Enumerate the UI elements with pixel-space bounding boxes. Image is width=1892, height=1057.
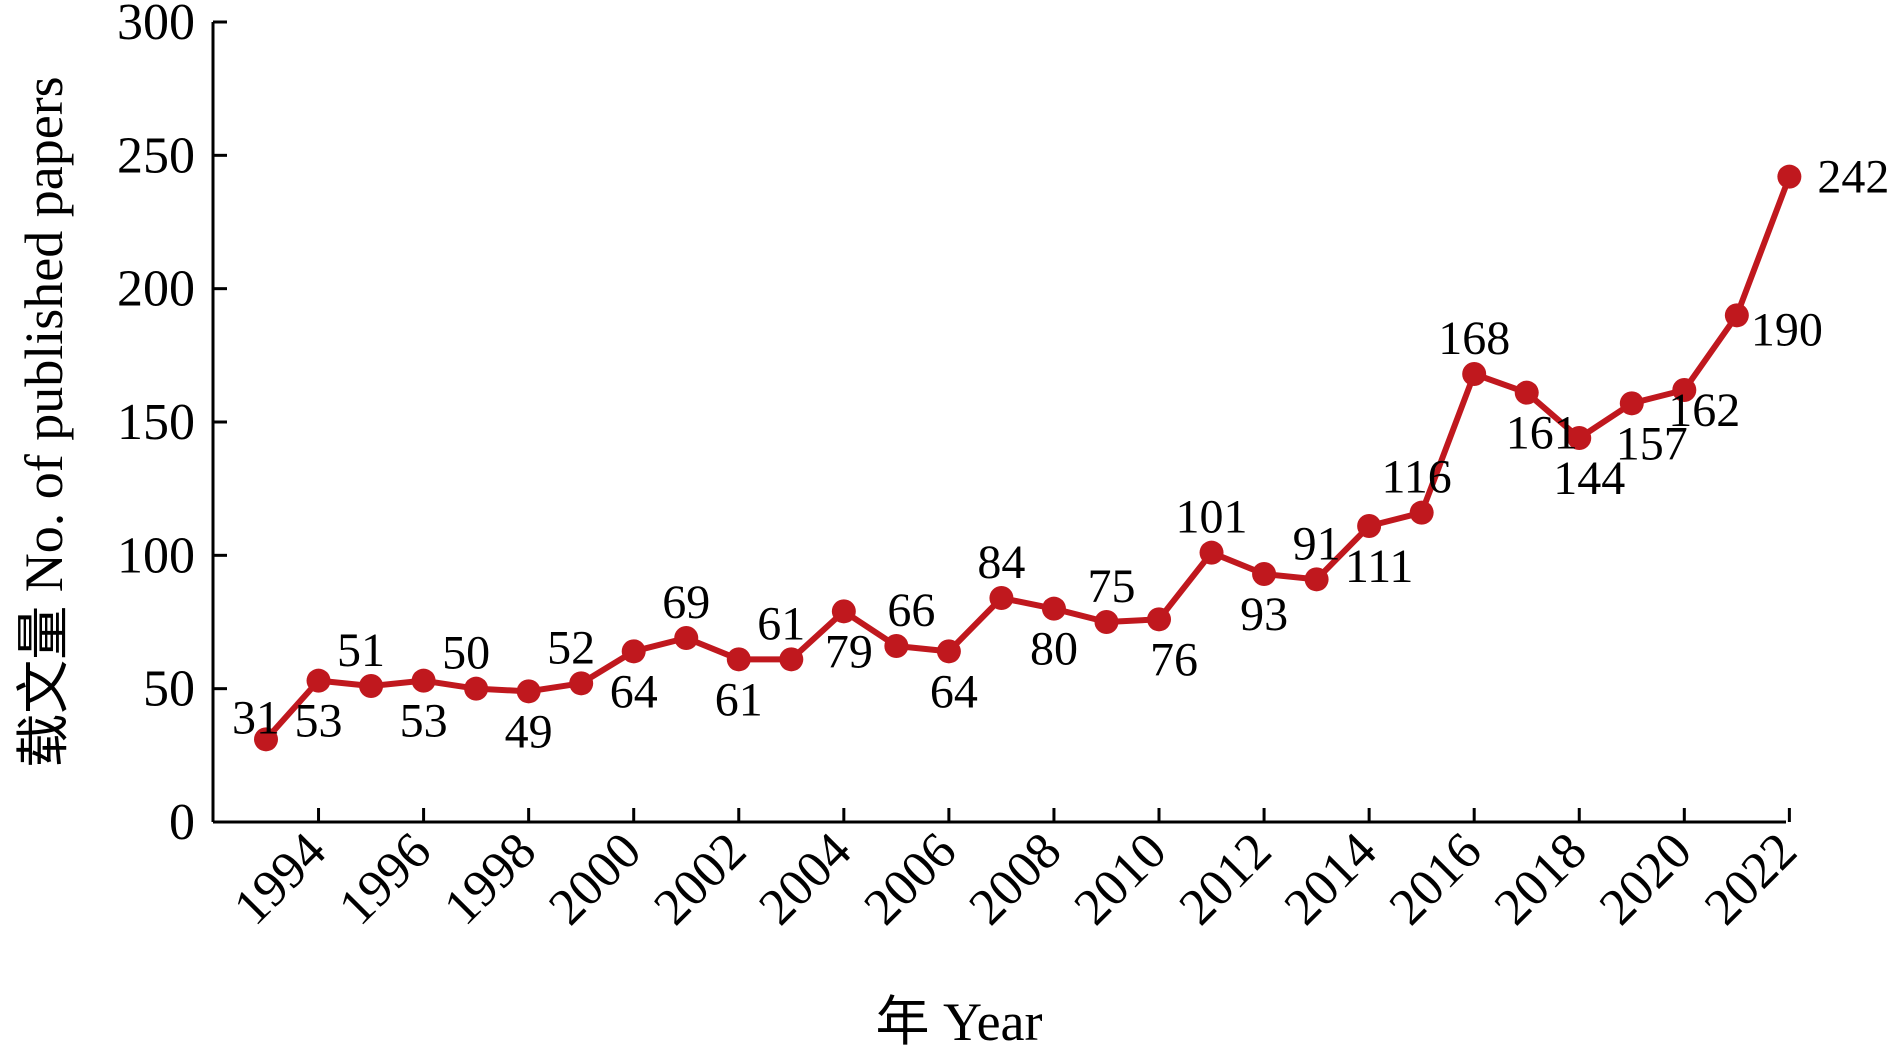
data-point bbox=[726, 647, 751, 672]
y-tick-label: 150 bbox=[117, 394, 195, 451]
data-point bbox=[1147, 607, 1172, 632]
data-point bbox=[1357, 514, 1382, 538]
data-label: 75 bbox=[1087, 560, 1135, 613]
data-label: 168 bbox=[1438, 312, 1510, 365]
data-label: 161 bbox=[1506, 407, 1578, 460]
data-label: 61 bbox=[715, 673, 763, 726]
data-label: 51 bbox=[337, 624, 385, 677]
data-label: 69 bbox=[662, 576, 710, 629]
data-point bbox=[1567, 426, 1592, 450]
y-tick-label: 300 bbox=[117, 0, 195, 51]
data-label: 93 bbox=[1240, 588, 1288, 641]
data-point bbox=[884, 634, 909, 658]
data-point bbox=[254, 727, 278, 752]
data-label: 91 bbox=[1293, 517, 1341, 570]
data-label: 31 bbox=[232, 691, 280, 744]
data-point bbox=[1094, 610, 1119, 634]
data-point bbox=[306, 668, 331, 693]
y-tick-label: 200 bbox=[117, 261, 195, 318]
y-tick-label: 250 bbox=[117, 127, 195, 184]
data-label: 66 bbox=[887, 584, 935, 637]
x-tick-label: 2014 bbox=[1274, 822, 1388, 936]
data-label: 84 bbox=[977, 536, 1025, 589]
y-tick-label: 100 bbox=[117, 527, 195, 584]
data-point bbox=[1514, 380, 1539, 405]
data-point bbox=[1409, 500, 1434, 525]
data-point bbox=[1252, 562, 1277, 586]
data-label: 190 bbox=[1751, 303, 1823, 356]
data-label: 144 bbox=[1553, 452, 1625, 505]
x-tick-label: 2000 bbox=[538, 822, 652, 936]
series bbox=[254, 164, 1802, 752]
data-point bbox=[516, 679, 541, 704]
x-tick-label: 1996 bbox=[328, 822, 442, 936]
data-point bbox=[569, 671, 594, 696]
data-label: 49 bbox=[505, 705, 553, 758]
y-tick-label: 50 bbox=[143, 661, 195, 718]
data-label: 64 bbox=[930, 665, 978, 718]
data-point bbox=[779, 647, 804, 672]
data-point bbox=[1724, 303, 1749, 328]
data-point bbox=[1672, 378, 1697, 402]
data-label: 157 bbox=[1616, 417, 1688, 470]
data-label: 80 bbox=[1030, 623, 1078, 676]
data-label: 162 bbox=[1668, 384, 1740, 437]
data-label: 79 bbox=[825, 625, 873, 678]
data-point bbox=[621, 639, 646, 664]
data-point bbox=[831, 599, 856, 624]
x-tick-label: 1998 bbox=[433, 822, 547, 936]
data-point bbox=[1777, 164, 1802, 189]
x-tick-label: 2004 bbox=[748, 822, 862, 936]
x-tick-label: 2022 bbox=[1694, 822, 1808, 936]
data-point bbox=[464, 676, 489, 701]
data-point bbox=[674, 626, 699, 650]
x-tick-label: 2010 bbox=[1064, 822, 1178, 936]
data-labels: 31 53515350495264696161796664848075761019… bbox=[232, 151, 1889, 759]
x-tick-label: 2020 bbox=[1589, 822, 1703, 936]
data-point bbox=[1041, 596, 1066, 621]
y-axis-label: 载文量 No. of published papers bbox=[14, 76, 74, 767]
data-label: 50 bbox=[442, 627, 490, 680]
data-label: 101 bbox=[1176, 491, 1248, 544]
data-label: 52 bbox=[547, 621, 595, 674]
x-axis-label: 年 Year bbox=[875, 992, 1042, 1052]
x-tick-label: 2008 bbox=[959, 822, 1073, 936]
data-label: 242 bbox=[1817, 151, 1889, 204]
x-tick-label: 1994 bbox=[223, 822, 337, 936]
data-label: 53 bbox=[400, 695, 448, 748]
data-point bbox=[989, 586, 1014, 610]
y-tick-label: 0 bbox=[169, 794, 195, 851]
data-point bbox=[359, 674, 384, 698]
data-label: 53 bbox=[295, 695, 343, 748]
data-label: 116 bbox=[1382, 451, 1452, 504]
data-label: 64 bbox=[610, 665, 658, 718]
data-label: 61 bbox=[757, 597, 805, 650]
data-point bbox=[936, 639, 961, 664]
data-point bbox=[1619, 391, 1644, 416]
data-point bbox=[1304, 567, 1329, 592]
data-label: 76 bbox=[1150, 633, 1198, 686]
data-point bbox=[1462, 362, 1487, 386]
data-point bbox=[411, 668, 436, 693]
x-tick-label: 2002 bbox=[643, 822, 757, 936]
x-tick-label: 2006 bbox=[854, 822, 968, 936]
x-tick-label: 2016 bbox=[1379, 822, 1493, 936]
data-point bbox=[1199, 540, 1224, 565]
data-label: 111 bbox=[1345, 540, 1413, 593]
x-tick-label: 2018 bbox=[1484, 822, 1598, 936]
x-tick-label: 2012 bbox=[1169, 822, 1283, 936]
